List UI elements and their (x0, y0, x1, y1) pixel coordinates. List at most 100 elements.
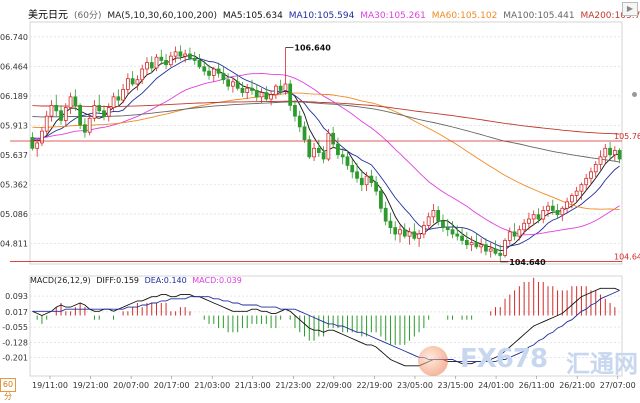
candle-body (560, 207, 565, 216)
timeframe-button[interactable]: 60分 (0, 378, 16, 401)
time-tick-label: 23/05:00 (397, 381, 433, 390)
candle-body (135, 79, 140, 85)
candle-body (464, 240, 469, 246)
candle (145, 57, 149, 76)
candle (178, 45, 183, 61)
candle (474, 234, 479, 249)
candle-body (350, 165, 355, 173)
candle-body (522, 222, 527, 231)
candle-body (159, 56, 164, 61)
candle (135, 75, 140, 91)
candle-body (546, 205, 550, 211)
candle-body (584, 177, 589, 186)
candle (593, 161, 598, 179)
candle (455, 225, 460, 241)
candle (245, 84, 250, 99)
candle (297, 110, 302, 133)
candle-body (140, 68, 145, 81)
navigate-right-button[interactable]: ▶ (622, 2, 638, 16)
candle (140, 64, 145, 84)
candle (97, 94, 102, 114)
time-tick-label: 19/21:00 (73, 381, 109, 390)
candle-body (49, 105, 54, 117)
candle (226, 73, 231, 91)
time-tick-label: 20/17:00 (154, 381, 190, 390)
candle (221, 66, 226, 84)
price-level-label: 105.768 (614, 132, 640, 141)
extreme-label: 106.640 (294, 44, 331, 53)
ma30-line (32, 72, 620, 236)
candle (536, 208, 541, 224)
candle-body (474, 242, 479, 248)
candle (359, 169, 364, 192)
candle (87, 114, 92, 136)
candle-body (164, 60, 168, 66)
candle (522, 219, 527, 234)
candle (168, 51, 173, 67)
candle (159, 49, 164, 65)
candle (479, 238, 484, 254)
candle (579, 182, 584, 200)
candle-body (264, 92, 269, 100)
candle-body (188, 53, 192, 59)
candle (441, 214, 445, 232)
candle-body (488, 248, 493, 252)
price-tick-label: 106.464 (0, 62, 28, 71)
candle-body (541, 210, 546, 220)
price-level-label: 104.644 (614, 252, 640, 261)
candle (569, 193, 574, 209)
candle-body (612, 150, 617, 156)
macd-value: MACD:0.039 (192, 276, 242, 285)
candle-body (421, 225, 426, 235)
candle (231, 77, 235, 93)
candle-body (35, 142, 40, 149)
candle (574, 186, 579, 202)
candle-body (83, 124, 87, 133)
candle (288, 79, 293, 111)
candle-body (283, 83, 288, 91)
candle-body (417, 233, 421, 239)
ma10-value: MA10:105.594 (288, 11, 355, 21)
time-tick-label: 21/23:00 (275, 381, 311, 390)
candle (464, 231, 469, 249)
candle (321, 146, 326, 164)
candle-body (460, 235, 464, 241)
watermark-text-1: FX678 (460, 344, 548, 374)
candle-body (598, 156, 603, 165)
candle (598, 150, 603, 170)
globe-logo-icon (418, 346, 448, 376)
candle (130, 71, 135, 87)
candle-body (436, 210, 441, 222)
candle (421, 221, 426, 239)
candle-body (192, 57, 197, 61)
ma100-line (32, 101, 620, 163)
time-tick-label: 20/07:00 (113, 381, 149, 390)
candle (412, 223, 417, 241)
ma5-value: MA5:105.634 (222, 11, 283, 21)
candle (608, 141, 612, 159)
candle-body (336, 143, 340, 156)
candle-body (402, 229, 407, 237)
candle-body (565, 201, 569, 209)
candle-body (202, 66, 207, 72)
candle (273, 84, 278, 99)
candle-body (412, 231, 417, 239)
price-panel-frame (29, 21, 623, 265)
candle (426, 212, 431, 230)
candle (35, 139, 40, 157)
candle-body (388, 220, 393, 228)
candle (507, 227, 512, 245)
candle (192, 51, 197, 65)
candle-body (302, 126, 307, 141)
candle-body (40, 130, 44, 144)
candle (469, 236, 474, 252)
candle (369, 169, 374, 187)
candle (340, 148, 345, 165)
ma100-value: MA100:105.441 (503, 11, 575, 21)
scroll-handle[interactable] (632, 92, 637, 97)
candle-body (216, 68, 221, 74)
candle (307, 135, 312, 159)
candle-body (493, 248, 498, 254)
annotations: 106.640 104.640 (285, 44, 546, 267)
